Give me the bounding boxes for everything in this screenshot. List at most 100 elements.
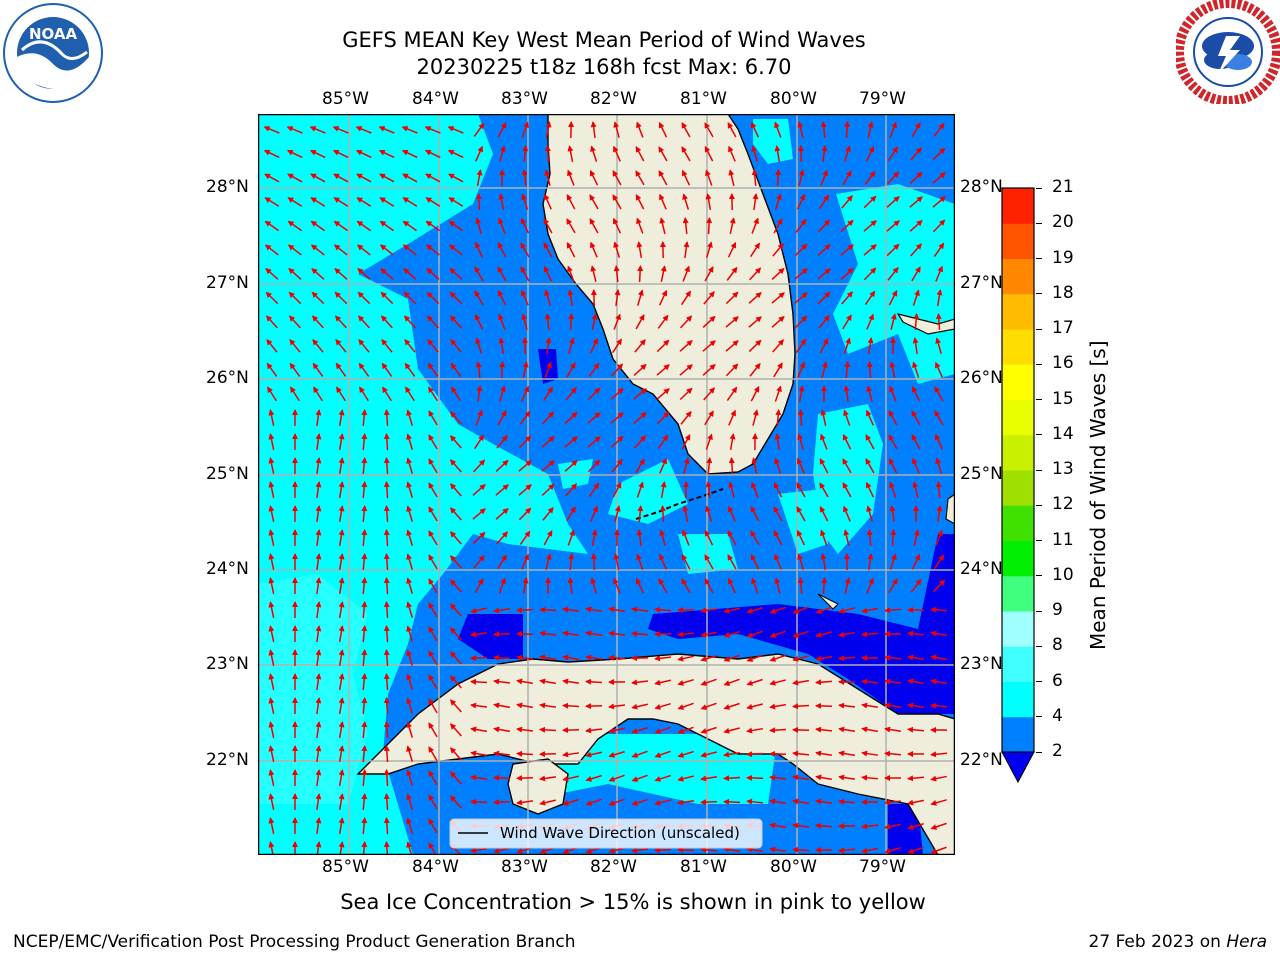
wind-wave-arrow bbox=[268, 457, 275, 474]
wind-wave-arrow bbox=[821, 361, 828, 378]
wind-wave-arrow bbox=[332, 149, 349, 159]
lat-label-right: 28°N bbox=[960, 177, 1003, 197]
wind-wave-arrow bbox=[361, 409, 368, 427]
colorbar-segment bbox=[1002, 329, 1034, 365]
wind-wave-arrow bbox=[769, 846, 787, 853]
wind-wave-arrow bbox=[425, 197, 441, 207]
wind-wave-arrow bbox=[748, 267, 762, 281]
colorbar-segment bbox=[1002, 364, 1034, 400]
wind-wave-arrow bbox=[541, 436, 555, 448]
wind-wave-arrow bbox=[631, 630, 649, 637]
wind-wave-arrow bbox=[773, 481, 783, 498]
map-grid bbox=[258, 114, 955, 855]
wind-wave-arrow bbox=[769, 630, 786, 638]
lon-label-bottom: 79°W bbox=[859, 857, 906, 877]
wind-wave-arrow bbox=[727, 554, 737, 570]
wind-wave-arrow bbox=[634, 435, 646, 449]
wind-wave-arrow bbox=[359, 386, 369, 402]
wind-wave-arrow bbox=[382, 386, 392, 402]
wind-wave-arrow bbox=[884, 750, 902, 757]
wind-wave-arrow bbox=[636, 121, 644, 138]
wind-wave-arrow bbox=[315, 577, 322, 595]
wind-wave-arrow bbox=[361, 625, 368, 643]
wind-wave-arrow bbox=[335, 339, 347, 353]
wind-wave-arrow bbox=[608, 727, 625, 734]
wind-wave-arrow bbox=[930, 846, 947, 854]
wind-wave-arrow bbox=[565, 387, 577, 401]
wind-wave-arrow bbox=[338, 769, 345, 787]
wind-wave-arrow bbox=[333, 244, 348, 256]
wind-wave-arrow bbox=[267, 386, 277, 402]
wind-wave-arrow bbox=[635, 577, 645, 594]
wind-wave-arrow bbox=[637, 265, 644, 283]
wind-wave-arrow bbox=[608, 750, 625, 758]
wind-wave-arrow bbox=[476, 169, 483, 187]
wind-wave-arrow bbox=[613, 145, 621, 162]
wind-wave-arrow bbox=[338, 601, 345, 619]
colorbar-tick-label: 17 bbox=[1052, 318, 1074, 338]
wind-wave-arrow bbox=[309, 126, 326, 134]
wind-wave-arrow bbox=[910, 578, 922, 593]
wind-wave-arrow bbox=[315, 769, 322, 787]
wind-wave-arrow bbox=[843, 145, 851, 162]
wind-wave-arrow bbox=[361, 721, 368, 739]
colorbar-tick-mark bbox=[1036, 328, 1042, 330]
colorbar-tick-label: 8 bbox=[1052, 635, 1063, 656]
wind-wave-arrow bbox=[383, 745, 390, 763]
wind-wave-arrow bbox=[634, 339, 646, 353]
lon-label-top: 80°W bbox=[770, 89, 817, 109]
wind-wave-arrow bbox=[428, 506, 438, 522]
wind-wave-arrow bbox=[449, 531, 462, 545]
wind-wave-arrow bbox=[935, 265, 943, 282]
lon-label-top: 81°W bbox=[680, 89, 727, 109]
wind-wave-arrow bbox=[797, 457, 805, 474]
wind-wave-arrow bbox=[861, 774, 879, 781]
wind-wave-arrow bbox=[934, 410, 944, 426]
wind-wave-arrow bbox=[884, 823, 901, 830]
wind-wave-arrow bbox=[338, 673, 345, 691]
wind-wave-arrow bbox=[470, 655, 488, 662]
wind-wave-arrow bbox=[567, 145, 574, 162]
wind-wave-arrow bbox=[633, 411, 647, 424]
wind-wave-arrow bbox=[426, 268, 440, 280]
lat-label-left: 23°N bbox=[206, 654, 249, 674]
wind-wave-arrow bbox=[289, 339, 301, 353]
wind-wave-arrow bbox=[449, 771, 462, 785]
wind-wave-arrow bbox=[268, 745, 275, 762]
colorbar-tick-mark bbox=[1036, 681, 1042, 682]
wind-wave-arrow bbox=[470, 607, 487, 614]
wind-wave-arrow bbox=[797, 409, 804, 427]
wind-wave-arrow bbox=[911, 434, 921, 450]
wind-wave-arrow bbox=[818, 314, 830, 329]
wind-wave-arrow bbox=[840, 244, 854, 256]
wind-wave-arrow bbox=[677, 678, 694, 686]
wind-wave-arrow bbox=[867, 553, 874, 571]
wind-wave-arrow bbox=[728, 409, 736, 426]
wind-wave-arrow bbox=[723, 727, 740, 734]
wind-wave-arrow bbox=[821, 145, 828, 163]
wind-wave-arrow bbox=[428, 746, 438, 762]
wind-wave-arrow bbox=[797, 433, 804, 450]
wind-wave-arrow bbox=[932, 172, 946, 184]
wind-wave-arrow bbox=[361, 745, 368, 763]
wind-wave-arrow bbox=[935, 529, 943, 546]
wind-wave-arrow bbox=[820, 553, 827, 571]
wind-wave-arrow bbox=[838, 847, 856, 854]
wind-wave-arrow bbox=[406, 745, 414, 762]
wind-wave-arrow bbox=[930, 775, 947, 782]
wind-wave-arrow bbox=[631, 726, 648, 734]
wind-wave-arrow bbox=[265, 291, 279, 305]
wind-wave-arrow bbox=[568, 337, 575, 354]
wind-wave-arrow bbox=[656, 339, 670, 353]
wind-wave-arrow bbox=[475, 241, 483, 258]
wind-wave-arrow bbox=[521, 121, 529, 138]
wind-wave-arrow bbox=[886, 243, 900, 257]
wind-wave-arrow bbox=[402, 220, 417, 232]
noaa-logo-text: NOAA bbox=[29, 25, 78, 43]
wind-wave-arrow bbox=[450, 362, 462, 377]
wind-wave-arrow bbox=[909, 196, 923, 208]
wind-wave-arrow bbox=[889, 385, 897, 402]
wind-wave-arrow bbox=[659, 529, 666, 546]
wind-wave-arrow bbox=[268, 649, 275, 666]
wind-wave-arrow bbox=[700, 775, 718, 782]
